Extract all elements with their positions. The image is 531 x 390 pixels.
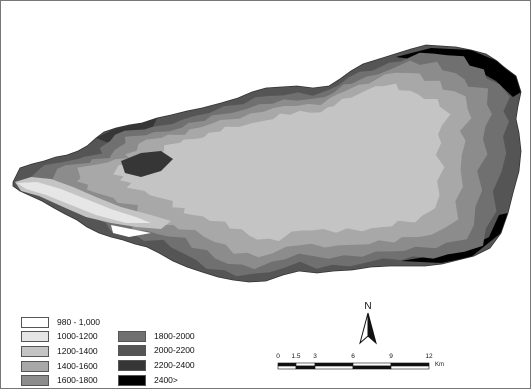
north-arrow: N	[356, 301, 380, 345]
scale-tick-label: 6	[351, 353, 355, 360]
legend-swatch	[118, 374, 146, 386]
legend-column-1: 980 - 1,000 1000-1200 1200-1400 1400-1600 16…	[21, 315, 100, 388]
legend-label: 1400-1600	[57, 360, 98, 371]
scale-segment	[295, 365, 316, 370]
legend-column-2: 1800-2000 2000-2200 2200-2400 2400>	[118, 329, 195, 387]
legend-label: 2000-2200	[154, 345, 195, 356]
legend-swatch	[21, 316, 49, 328]
legend-label: 980 - 1,000	[57, 316, 101, 327]
elevation-zone-2400-plus	[396, 48, 521, 97]
legend-swatch	[21, 331, 49, 343]
legend-swatch	[118, 359, 146, 371]
legend-label: 2200-2400	[154, 359, 195, 370]
legend-item: 1000-1200	[21, 330, 100, 345]
elevation-zone-1200-1400	[113, 83, 451, 242]
legend-label: 1000-1200	[57, 331, 98, 342]
legend-label: 1800-2000	[154, 330, 195, 341]
legend-item: 2200-2400	[118, 358, 195, 373]
scale-tick-label: 1.5	[291, 353, 301, 360]
scale-segment	[277, 365, 297, 370]
north-label: N	[364, 301, 372, 312]
elevation-zone-980-1000	[111, 225, 151, 237]
scale-tick-label: 12	[425, 353, 433, 360]
scale-unit: Km	[435, 362, 444, 368]
scale-segment	[390, 365, 430, 370]
elevation-zone-1000-1200	[17, 182, 151, 223]
scale-tick-label: 0	[276, 353, 280, 360]
scale-segment	[352, 365, 392, 370]
legend-item: 2000-2200	[118, 344, 195, 359]
north-arrow-icon	[359, 312, 377, 345]
legend-item: 1400-1600	[21, 359, 100, 374]
scale-tick-label: 3	[313, 353, 317, 360]
scale-bar-graphic	[277, 362, 430, 370]
legend-item: 2400>	[118, 373, 195, 388]
legend-swatch	[118, 345, 146, 357]
scale-tick-label: 9	[389, 353, 393, 360]
legend-swatch	[21, 375, 49, 387]
legend-item: 1600-1800	[21, 373, 100, 388]
legend-label: 1200-1400	[57, 345, 98, 356]
legend-item: 1800-2000	[118, 329, 195, 344]
scale-bar: 0 1.5 3 6 9 12 Km	[275, 353, 475, 377]
legend-label: 1600-1800	[57, 375, 98, 386]
legend-swatch	[21, 360, 49, 372]
legend-label: 2400>	[154, 374, 178, 385]
legend-item: 980 - 1,000	[21, 315, 100, 330]
scale-segment	[295, 362, 316, 367]
scale-segment	[277, 362, 297, 367]
scale-segment	[314, 365, 354, 370]
legend-item: 1200-1400	[21, 344, 100, 359]
legend-swatch	[21, 345, 49, 357]
scale-segment	[390, 362, 430, 367]
legend-swatch	[118, 330, 146, 342]
elevation-zone-2200-2400	[121, 151, 173, 177]
scale-segment	[314, 362, 354, 367]
watershed-boundary	[12, 44, 522, 283]
scale-segment	[352, 362, 392, 367]
